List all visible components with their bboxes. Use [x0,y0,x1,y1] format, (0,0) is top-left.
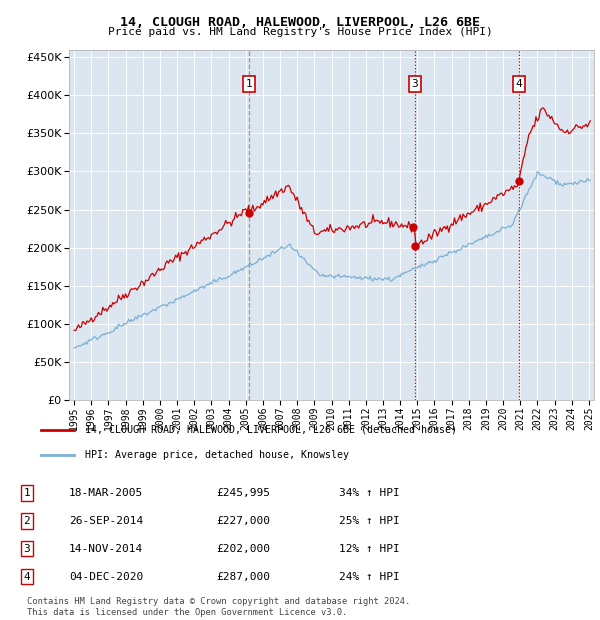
Text: 2: 2 [23,516,31,526]
Text: £202,000: £202,000 [216,544,270,554]
Text: 25% ↑ HPI: 25% ↑ HPI [339,516,400,526]
Text: 12% ↑ HPI: 12% ↑ HPI [339,544,400,554]
Text: 14, CLOUGH ROAD, HALEWOOD, LIVERPOOL, L26 6BE (detached house): 14, CLOUGH ROAD, HALEWOOD, LIVERPOOL, L2… [85,425,457,435]
Text: 04-DEC-2020: 04-DEC-2020 [69,572,143,582]
Text: 26-SEP-2014: 26-SEP-2014 [69,516,143,526]
Text: 3: 3 [23,544,31,554]
Text: 18-MAR-2005: 18-MAR-2005 [69,488,143,498]
Text: £245,995: £245,995 [216,488,270,498]
Text: 14-NOV-2014: 14-NOV-2014 [69,544,143,554]
Text: 24% ↑ HPI: 24% ↑ HPI [339,572,400,582]
Text: Contains HM Land Registry data © Crown copyright and database right 2024.
This d: Contains HM Land Registry data © Crown c… [27,598,410,617]
Text: 34% ↑ HPI: 34% ↑ HPI [339,488,400,498]
Text: £227,000: £227,000 [216,516,270,526]
Text: 4: 4 [515,79,522,89]
Text: 14, CLOUGH ROAD, HALEWOOD, LIVERPOOL, L26 6BE: 14, CLOUGH ROAD, HALEWOOD, LIVERPOOL, L2… [120,16,480,29]
Text: £287,000: £287,000 [216,572,270,582]
Text: HPI: Average price, detached house, Knowsley: HPI: Average price, detached house, Know… [85,450,349,460]
Text: 3: 3 [412,79,418,89]
Text: Price paid vs. HM Land Registry's House Price Index (HPI): Price paid vs. HM Land Registry's House … [107,27,493,37]
Text: 4: 4 [23,572,31,582]
Text: 1: 1 [23,488,31,498]
Text: 1: 1 [246,79,253,89]
